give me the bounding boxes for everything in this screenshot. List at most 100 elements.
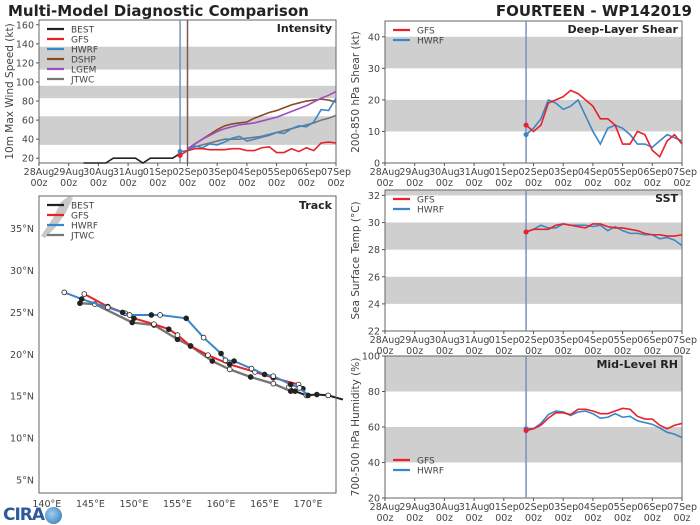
track-point-hwrf bbox=[231, 358, 237, 364]
x-tick-label-date: 29Aug bbox=[399, 502, 430, 513]
x-tick-label-hour: 00z bbox=[525, 346, 542, 357]
x-tick-label-hour: 00z bbox=[268, 178, 285, 189]
x-tick-label-hour: 00z bbox=[376, 178, 393, 189]
x-tick-label-hour: 00z bbox=[673, 346, 690, 357]
track-point-hwrf bbox=[248, 365, 255, 372]
x-tick-label-date: 06Sep bbox=[637, 335, 667, 346]
panel-label: Deep-Layer Shear bbox=[567, 23, 678, 36]
x-tick-label-date: 02Sep bbox=[519, 167, 549, 178]
y-tick-label: 32 bbox=[368, 191, 380, 202]
series-line-gfs bbox=[525, 89, 683, 158]
y-tick-label: 26 bbox=[368, 272, 380, 283]
y-tick-label: 25°N bbox=[10, 308, 34, 319]
x-tick-label-hour: 00z bbox=[298, 178, 315, 189]
shaded-band bbox=[385, 427, 682, 463]
x-tick-label-hour: 00z bbox=[327, 178, 344, 189]
shaded-band bbox=[385, 99, 682, 132]
x-tick-label-date: 06Sep bbox=[637, 502, 667, 513]
y-tick-label: 120 bbox=[16, 58, 34, 69]
legend-label-jtwc: JTWC bbox=[70, 76, 94, 86]
track-point-hwrf bbox=[296, 385, 303, 391]
y-axis-label: Sea Surface Temp (°C) bbox=[350, 201, 362, 319]
panel-mid-level-rh: 2040608010028Aug00z29Aug00z30Aug00z31Aug… bbox=[350, 352, 697, 525]
x-tick-label-date: 28Aug bbox=[370, 167, 401, 178]
x-tick-label-hour: 00z bbox=[644, 178, 661, 189]
x-tick-label-date: 03Sep bbox=[548, 335, 578, 346]
legend-label-hwrf: HWRF bbox=[417, 206, 444, 216]
track-point-gfs bbox=[151, 321, 157, 327]
y-tick-label: 140 bbox=[16, 39, 34, 50]
y-tick-label: 35°N bbox=[10, 224, 34, 235]
y-tick-label: 20 bbox=[368, 95, 380, 106]
x-tick-label-date: 31Aug bbox=[459, 502, 490, 513]
track-point-hwrf bbox=[105, 304, 111, 311]
x-tick-label-hour: 00z bbox=[644, 513, 661, 524]
panel-track: 140°E 145°E 150°E 155°E 160°E 165°E 170°E 5°N 10… bbox=[10, 195, 344, 510]
x-tick-label-date: 01Sep bbox=[143, 167, 173, 178]
track-point-hwrf bbox=[157, 312, 163, 318]
y-tick-label: 30 bbox=[368, 218, 380, 229]
track-point-jtwc bbox=[226, 366, 233, 373]
x-tick-label-hour: 00z bbox=[555, 178, 572, 189]
panel-label: Intensity bbox=[277, 22, 332, 35]
figure-title: Multi-Model Diagnostic Comparison bbox=[8, 2, 309, 20]
legend-label-dshp: DSHP bbox=[71, 56, 96, 66]
x-tick-label: 140°E bbox=[32, 499, 61, 510]
track-point-hwrf bbox=[305, 392, 311, 399]
cira-logo: CIRA bbox=[3, 505, 63, 525]
track-point-hwrf bbox=[61, 289, 68, 296]
track-point-hwrf bbox=[78, 296, 85, 302]
series-start-point-gfs bbox=[523, 428, 529, 434]
x-tick-label-hour: 00z bbox=[466, 346, 483, 357]
storm-title: FOURTEEN - WP142019 bbox=[495, 2, 692, 20]
legend-label-best: BEST bbox=[71, 26, 95, 36]
panel-label: Track bbox=[299, 199, 333, 212]
x-tick-label-hour: 00z bbox=[555, 513, 572, 524]
legend-label-gfs: GFS bbox=[417, 457, 435, 467]
x-tick-label: 160°E bbox=[207, 499, 236, 510]
y-tick-label: 80 bbox=[22, 97, 34, 108]
legend-label-best: BEST bbox=[71, 202, 95, 212]
series-start-point-hwrf bbox=[177, 149, 183, 155]
x-tick-label-hour: 00z bbox=[30, 178, 47, 189]
shaded-band bbox=[385, 222, 682, 250]
x-tick-label-date: 05Sep bbox=[608, 335, 638, 346]
cira-globe-icon bbox=[45, 506, 63, 524]
legend-label-gfs: GFS bbox=[417, 196, 435, 206]
y-tick-label: 30°N bbox=[10, 266, 34, 277]
track-point-hwrf bbox=[287, 381, 294, 388]
series-start-point-hwrf bbox=[523, 132, 529, 138]
y-axis-label: 10m Max Wind Speed (kt) bbox=[4, 23, 16, 159]
y-tick-label: 20°N bbox=[10, 350, 34, 361]
y-tick-label: 10 bbox=[368, 127, 380, 138]
series-line-hwrf bbox=[179, 97, 337, 153]
series-line-hwrf bbox=[526, 410, 683, 439]
panel-deep-layer-shear: 01020304028Aug00z29Aug00z30Aug00z31Aug00… bbox=[350, 20, 697, 189]
y-tick-label: 22 bbox=[368, 327, 380, 338]
track-point-best bbox=[325, 392, 331, 399]
shaded-band bbox=[385, 36, 682, 69]
x-tick-label-hour: 00z bbox=[584, 178, 601, 189]
legend-label-hwrf: HWRF bbox=[71, 46, 98, 56]
x-tick-label-date: 29Aug bbox=[53, 167, 84, 178]
track-point-jtwc bbox=[209, 358, 216, 364]
track-point-hwrf bbox=[119, 309, 126, 316]
x-tick-label-hour: 00z bbox=[495, 513, 512, 524]
x-tick-label-hour: 00z bbox=[525, 513, 542, 524]
track-point-gfs bbox=[131, 315, 137, 322]
series-line-gfs bbox=[525, 407, 683, 432]
track-point-hwrf bbox=[200, 334, 207, 341]
y-tick-label: 24 bbox=[368, 299, 380, 310]
x-tick-label-hour: 00z bbox=[436, 346, 453, 357]
series-line-dshp bbox=[187, 98, 337, 150]
x-tick-label-hour: 00z bbox=[436, 178, 453, 189]
y-tick-label: 60 bbox=[22, 116, 34, 127]
y-tick-label: 10°N bbox=[10, 434, 34, 445]
x-tick-label-date: 02Sep bbox=[519, 502, 549, 513]
panel-sst: 22242628303228Aug00z29Aug00z30Aug00z31Au… bbox=[350, 189, 697, 357]
track-point-jtwc bbox=[270, 380, 277, 387]
series-line-lgem bbox=[187, 90, 337, 150]
x-tick-label-hour: 00z bbox=[90, 178, 107, 189]
x-tick-label-date: 30Aug bbox=[83, 167, 114, 178]
x-tick-label-date: 28Aug bbox=[370, 502, 401, 513]
